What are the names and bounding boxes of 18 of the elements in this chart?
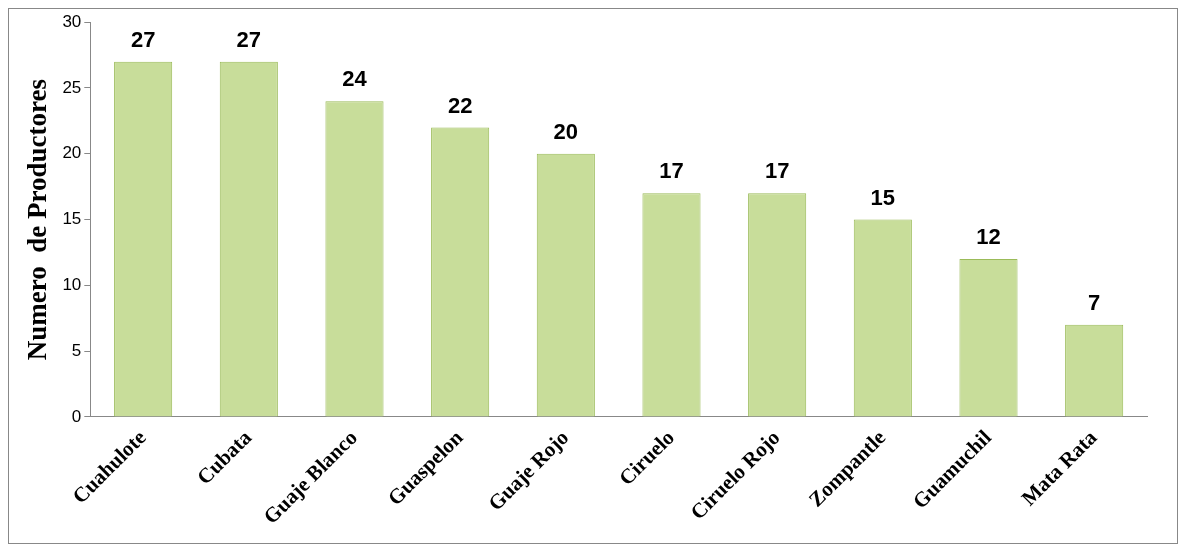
y-tick-label: 0 [71, 406, 82, 426]
y-tick-label: 10 [62, 275, 82, 295]
y-tick-label: 5 [71, 340, 82, 360]
data-label: 17 [764, 158, 790, 184]
y-axis-title: Numero de Productores [22, 78, 53, 361]
data-label: 12 [976, 224, 1001, 250]
data-label: 7 [1088, 289, 1101, 315]
data-label: 27 [236, 26, 262, 52]
data-label: 27 [130, 26, 156, 52]
y-tick-label: 30 [62, 11, 82, 31]
y-tick-label: 15 [62, 209, 82, 229]
data-label: 20 [553, 118, 579, 144]
y-tick-label: 25 [62, 77, 82, 97]
data-label: 22 [447, 92, 473, 118]
data-label: 17 [659, 158, 684, 184]
data-label: 24 [342, 66, 368, 92]
data-label: 15 [870, 184, 896, 210]
y-tick-label: 20 [62, 143, 82, 163]
